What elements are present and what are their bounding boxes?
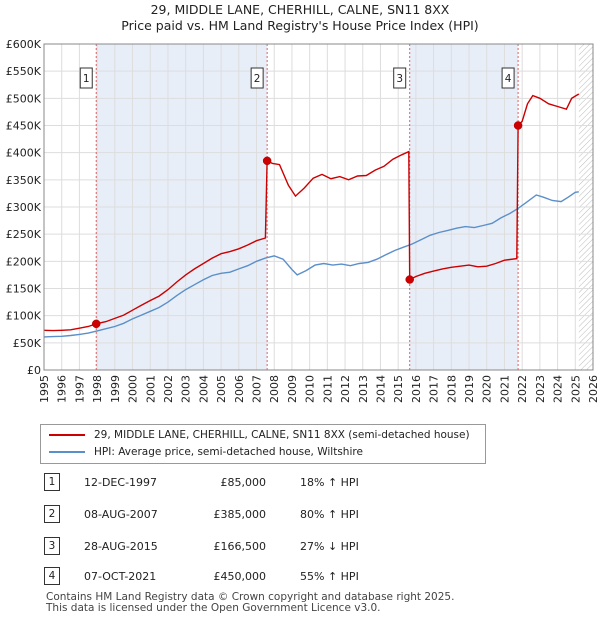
footer-copyright: Contains HM Land Registry data © Crown c…: [46, 591, 455, 603]
transaction-price: £166,500: [213, 540, 267, 553]
x-tick-label: 2010: [304, 375, 317, 403]
transaction-label-box: [79, 67, 93, 89]
table-row: 4 07-OCT-2021 £450,000 55% ↑ HPI: [0, 565, 600, 587]
x-tick-label: 1995: [38, 375, 51, 403]
x-tick-label: 2016: [410, 375, 423, 403]
y-tick-label: £0: [27, 364, 41, 377]
y-tick-label: £200K: [6, 255, 42, 268]
transaction-price: £85,000: [220, 476, 267, 489]
sale-point: [513, 121, 523, 130]
y-tick-label: £600K: [6, 38, 42, 51]
chart-subtitle: Price paid vs. HM Land Registry's House …: [121, 18, 479, 33]
legend-swatch-hpi: [49, 451, 85, 453]
table-row: 3 28-AUG-2015 £166,500 27% ↓ HPI: [0, 535, 600, 557]
x-tick-label: 2006: [233, 375, 246, 403]
x-tick-label: 2002: [162, 375, 175, 403]
footer-license: This data is licensed under the Open Gov…: [46, 602, 381, 614]
x-tick-label: 1998: [91, 375, 104, 403]
y-tick-label: £50K: [13, 337, 42, 350]
y-tick-label: £150K: [6, 283, 42, 296]
transaction-hpi: 27% ↓ HPI: [300, 540, 359, 553]
y-tick-label: £550K: [6, 65, 42, 78]
y-tick-label: £400K: [6, 147, 42, 160]
x-tick-label: 2012: [339, 375, 352, 403]
x-tick-label: 2017: [428, 375, 441, 403]
y-tick-label: £100K: [6, 310, 42, 323]
x-tick-label: 2007: [251, 375, 264, 403]
y-tick-label: £500K: [6, 92, 42, 105]
transaction-date: 28-AUG-2015: [84, 540, 158, 553]
transaction-hpi: 55% ↑ HPI: [300, 570, 359, 583]
x-tick-label: 2023: [534, 375, 547, 403]
x-tick-label: 2021: [498, 375, 511, 403]
transaction-label-box: [250, 67, 264, 89]
x-tick-label: 1997: [73, 375, 86, 403]
legend-item-hpi: HPI: Average price, semi-detached house,…: [49, 444, 363, 460]
transaction-date: 12-DEC-1997: [84, 476, 158, 489]
x-tick-label: 2026: [587, 375, 600, 403]
transaction-number: 2: [44, 505, 60, 523]
y-tick-label: £300K: [6, 201, 42, 214]
transaction-label-box: [393, 67, 407, 89]
transaction-label: 2: [254, 73, 261, 85]
transaction-number: 3: [44, 537, 60, 555]
x-tick-label: 2003: [180, 375, 193, 403]
table-row: 1 12-DEC-1997 £85,000 18% ↑ HPI: [0, 471, 600, 493]
transaction-label: 4: [505, 73, 512, 85]
sale-point: [91, 319, 101, 329]
y-tick-label: £250K: [6, 228, 42, 241]
x-tick-label: 2001: [144, 375, 157, 403]
x-tick-label: 2013: [357, 375, 370, 403]
transaction-hpi: 18% ↑ HPI: [300, 476, 359, 489]
x-tick-label: 2005: [215, 375, 228, 403]
transaction-number: 4: [44, 567, 60, 585]
price-chart: 1 2 3 4 £0 £50K £100K £150K £200K £250K £300K £350…: [6, 38, 600, 403]
table-row: 2 08-AUG-2007 £385,000 80% ↑ HPI: [0, 503, 600, 525]
x-tick-label: 2018: [445, 375, 458, 403]
x-tick-label: 2014: [374, 375, 387, 403]
x-tick-label: 1996: [56, 375, 69, 403]
price-paid-line: [43, 93, 580, 332]
legend-label-property: 29, MIDDLE LANE, CHERHILL, CALNE, SN11 8…: [94, 429, 470, 441]
legend-swatch-property: [49, 434, 85, 436]
plot-frame: [43, 43, 594, 371]
x-tick-label: 2008: [268, 375, 281, 403]
legend-item-property: 29, MIDDLE LANE, CHERHILL, CALNE, SN11 8…: [49, 427, 470, 443]
y-tick-label: £350K: [6, 174, 42, 187]
x-tick-label: 2025: [569, 375, 582, 403]
transaction-price: £450,000: [213, 570, 267, 583]
transaction-price: £385,000: [213, 508, 267, 521]
sale-point: [262, 156, 272, 166]
transaction-hpi: 80% ↑ HPI: [300, 508, 359, 521]
x-tick-label: 1999: [109, 375, 122, 403]
y-tick-label: £450K: [6, 120, 42, 133]
hpi-line: [43, 191, 579, 338]
x-tick-label: 2020: [481, 375, 494, 403]
x-tick-label: 2015: [392, 375, 405, 403]
x-tick-label: 2024: [552, 375, 565, 403]
transaction-number: 1: [44, 473, 60, 491]
transaction-date: 07-OCT-2021: [84, 570, 157, 583]
legend-label-hpi: HPI: Average price, semi-detached house,…: [94, 446, 363, 458]
transaction-label-box: [501, 67, 515, 89]
x-tick-label: 2022: [516, 375, 529, 403]
legend: 29, MIDDLE LANE, CHERHILL, CALNE, SN11 8…: [40, 424, 486, 464]
chart-title: 29, MIDDLE LANE, CHERHILL, CALNE, SN11 8…: [150, 2, 450, 17]
x-tick-label: 2019: [463, 375, 476, 403]
transaction-label: 1: [83, 73, 90, 85]
x-tick-label: 2009: [286, 375, 299, 403]
transaction-label: 3: [396, 73, 403, 85]
sale-point: [405, 275, 414, 284]
x-tick-label: 2004: [197, 375, 210, 403]
x-tick-label: 2000: [127, 375, 140, 403]
transaction-date: 08-AUG-2007: [84, 508, 158, 521]
x-tick-label: 2011: [321, 375, 334, 403]
